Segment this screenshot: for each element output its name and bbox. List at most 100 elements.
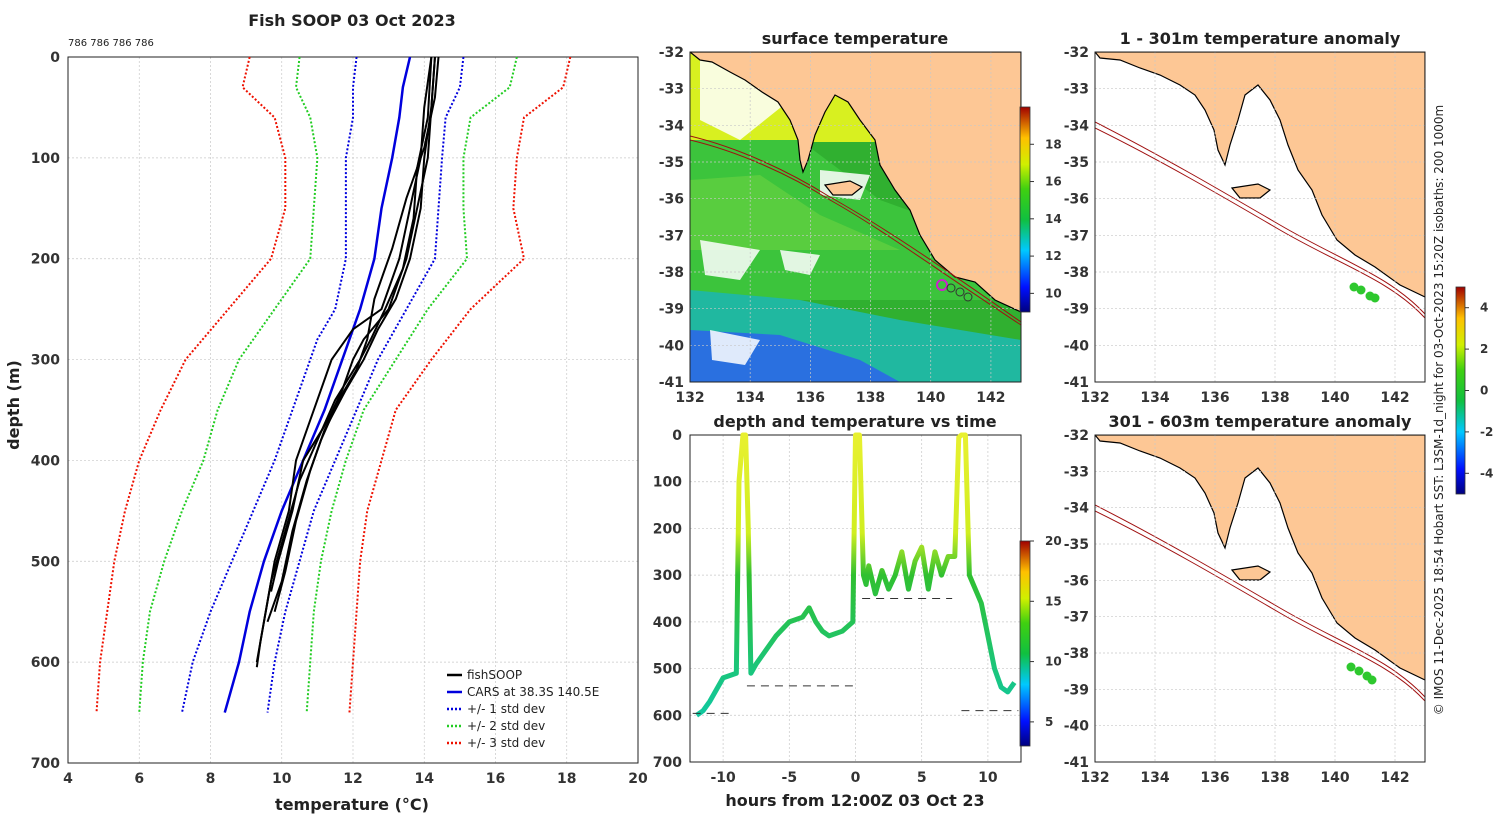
profile-ytick-label: 700 [31,756,60,772]
depth-time-xtick-label: 0 [851,770,861,786]
depth-trace [695,432,1017,718]
depth-time-xtick-label: 10 [978,770,998,786]
anomaly1-ytick-label: -35 [1064,155,1089,171]
anomaly-cb-label: 2 [1480,342,1488,356]
anomaly2-ytick-label: -41 [1064,755,1089,771]
anomaly2-ytick-label: -38 [1064,646,1089,662]
anomaly2-ytick-label: -36 [1064,573,1089,589]
profile-ytick-label: 100 [31,151,60,167]
anomaly1-xtick-label: 142 [1380,390,1409,406]
surface-cb-label: 18 [1045,137,1062,151]
surface-map-title: surface temperature [762,29,949,48]
anomaly2-ytick-label: -37 [1064,610,1089,626]
profile-ytick-label: 500 [31,554,60,570]
surface-map-xtick-label: 136 [796,390,825,406]
surface-cast-2 [955,287,965,297]
anomaly1-ytick-label: -32 [1064,45,1089,61]
surface-cast-markers [936,279,973,302]
anomaly2-isobath-200 [1095,510,1425,702]
surface-map-ytick-label: -32 [659,45,684,61]
profile-xtick-label: 12 [343,771,362,787]
surface-map-ytick-label: -40 [659,338,685,354]
legend-1std: +/- 1 std dev [467,702,545,716]
anomaly1-ytick-label: -40 [1064,338,1090,354]
std-line-3std [95,56,287,713]
depth-time-xtick-label: -5 [782,770,798,786]
depth-time-cb-label: 5 [1045,715,1053,729]
profile-xlabel: temperature (°C) [275,795,429,814]
anomaly1-ytick-label: -37 [1064,228,1089,244]
anomaly1-xtick-label: 134 [1140,390,1169,406]
anomaly-colorbar [1455,286,1466,495]
anomaly2-ytick-label: -40 [1064,719,1090,735]
std-line-2std [138,56,319,713]
surface-colorbar [1019,106,1031,313]
profile-xtick-label: 18 [557,771,576,787]
cars-line [223,56,412,713]
surface-map-xtick-label: 134 [736,390,765,406]
depth-time-ytick-label: 0 [672,428,682,444]
anomaly1-xtick-label: 136 [1200,390,1229,406]
legend-3std: +/- 3 std dev [467,736,545,750]
surface-cast-current [936,279,948,291]
anomaly2-ytick-label: -32 [1064,428,1089,444]
profile-axes [67,56,639,764]
anomaly2-cast-2 [1354,666,1364,676]
profile-ytick-label: 200 [31,252,60,268]
surface-map-ytick-label: -33 [659,82,684,98]
depth-time-cb-label: 15 [1045,594,1062,608]
anomaly2-xtick-label: 132 [1080,770,1109,786]
anomaly2-xtick-label: 134 [1140,770,1169,786]
profile-xtick-label: 6 [134,771,144,787]
anomaly1-isobath-1000 [1095,121,1425,315]
std-line-1std [266,56,465,713]
depth-time-ytick-label: 600 [653,708,682,724]
profile-xtick-label: 4 [63,771,73,787]
depth-time-chart: depth and temperature vs time -10 -5 0 5 100… [653,412,1062,810]
anomaly2-ytick-label: -34 [1064,501,1090,517]
surface-map-xtick-label: 142 [976,390,1005,406]
depth-time-ytick-label: 400 [653,615,682,631]
surface-temperature-map: surface temperature 132 134 136 138 140 142 -3… [659,29,1062,406]
fishsoop-profile-5 [273,56,436,612]
surface-map-ytick-label: -41 [659,375,684,391]
surface-cb-label: 10 [1045,286,1062,300]
anomaly2-ytick-label: -35 [1064,537,1089,553]
profile-ytick-label: 300 [31,353,60,369]
anomaly1-xtick-label: 140 [1320,390,1349,406]
anomaly2-title: 301 - 603m temperature anomaly [1109,412,1412,431]
sst-cloud-gaps [700,60,870,365]
anomaly2-kangaroo-island [1230,565,1272,581]
profile-ytick-label: 400 [31,453,60,469]
kangaroo-island [823,180,864,196]
surface-cast-1 [946,283,956,293]
anomaly2-land [1095,435,1425,681]
anomaly2-cast-markers [1346,662,1377,685]
surface-map-land [690,52,1021,313]
surface-map-xtick-label: 132 [675,390,704,406]
legend-fishsoop: fishSOOP [467,668,522,682]
surface-cb-label: 14 [1045,212,1062,226]
surface-map-ytick-label: -39 [659,302,684,318]
footer-credit: © IMOS 11-Dec-2025 18:54 Hobart SST: L3S… [1432,105,1446,716]
anomaly2-cast-1 [1346,662,1356,672]
anomaly1-ytick-label: -34 [1064,118,1090,134]
surface-cb-label: 16 [1045,175,1062,189]
legend-2std: +/- 2 std dev [467,719,545,733]
anomaly1-cast-markers [1349,282,1380,303]
anomaly2-xtick-label: 142 [1380,770,1409,786]
surface-map-ytick-label: -35 [659,155,684,171]
depth-time-ytick-label: 700 [653,755,682,771]
depth-time-xtick-label: 5 [917,770,927,786]
profile-xtick-label: 8 [206,771,216,787]
std-line-2std [305,56,518,713]
anomaly1-land [1095,52,1425,298]
anomaly1-cast-4 [1370,293,1380,303]
depth-time-ytick-label: 300 [653,568,682,584]
surface-isobath-200 [690,139,1021,326]
std-line-3std [348,56,572,713]
profile-ylabel: depth (m) [4,360,23,450]
profile-legend: fishSOOP CARS at 38.3S 140.5E +/- 1 std … [447,668,599,750]
surface-map-ytick-label: -38 [659,265,684,281]
